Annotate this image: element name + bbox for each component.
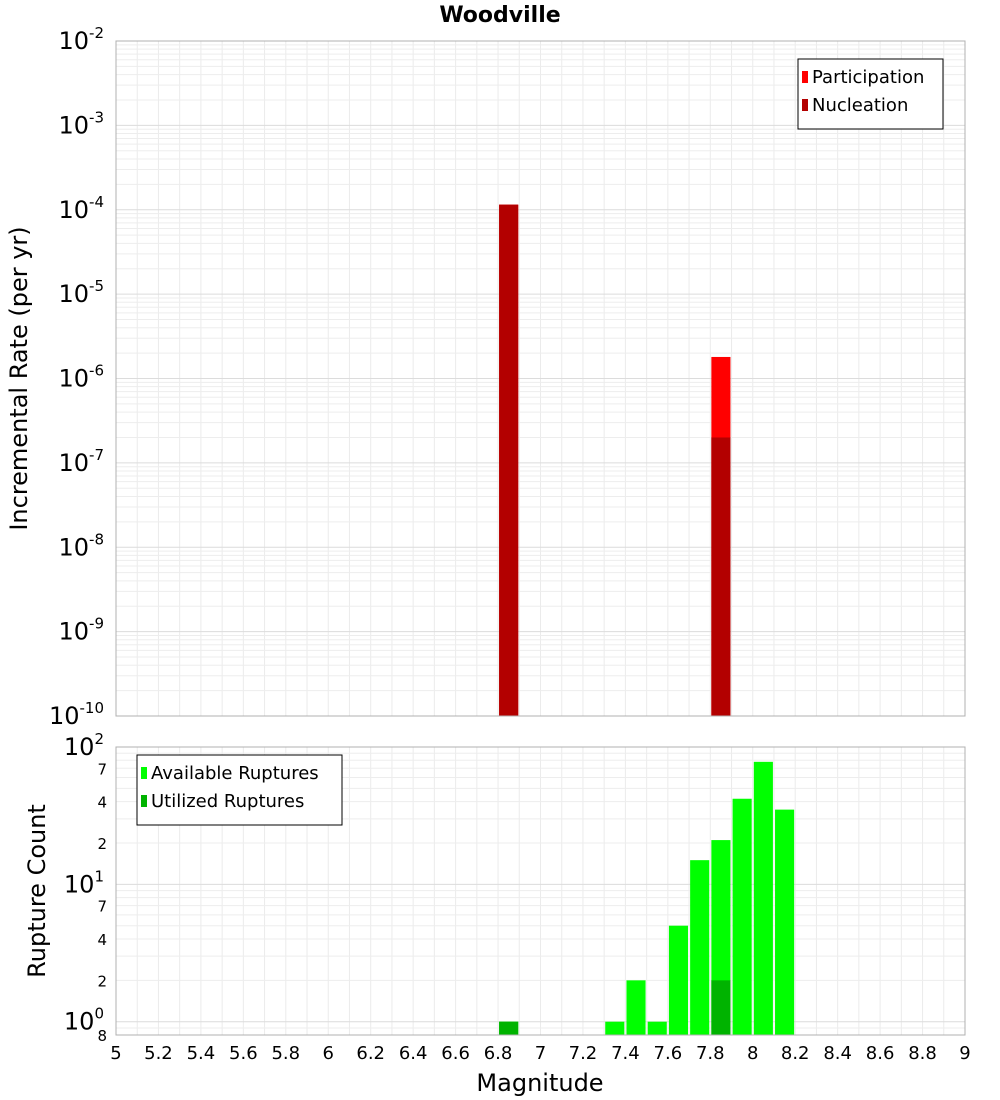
bar <box>711 980 731 1035</box>
x-tick-label: 5 <box>110 1043 121 1064</box>
bottom-plot-frame <box>115 746 966 1036</box>
bar <box>732 798 752 1035</box>
legend-swatch <box>141 795 147 807</box>
bar <box>605 1021 625 1035</box>
y-minor-tick-label: 4 <box>97 794 107 812</box>
x-tick-label: 6.4 <box>399 1043 428 1064</box>
bottom-legend: Available Ruptures Utilized Ruptures <box>136 754 343 826</box>
x-tick-label: 8.4 <box>823 1043 852 1064</box>
x-tick-label: 8.8 <box>908 1043 937 1064</box>
top-plot-grid <box>115 40 966 717</box>
x-tick-label: 6.2 <box>356 1043 385 1064</box>
x-tick-label: 7.8 <box>696 1043 725 1064</box>
y-minor-tick-label: 7 <box>97 760 107 778</box>
y-tick-label: 101 <box>64 867 104 898</box>
x-tick-label: 5.2 <box>144 1043 173 1064</box>
bar <box>668 925 689 1035</box>
bar <box>499 204 519 717</box>
legend-box <box>797 58 944 130</box>
y-tick-label: 10-6 <box>58 362 104 393</box>
y-tick-label: 10-3 <box>58 108 104 139</box>
y-tick-label: 10-8 <box>58 530 104 561</box>
x-tick-label: 8 <box>747 1043 758 1064</box>
bar <box>647 1021 667 1035</box>
y-tick-label: 100 <box>64 1005 104 1036</box>
y-minor-tick-label: 2 <box>97 972 107 990</box>
bottom-y-tick-labels: 8 2 4 7 2 4 7 100 101 102 <box>64 730 107 1045</box>
x-tick-label: 5.6 <box>229 1043 258 1064</box>
bottom-plot-bars <box>499 761 795 1035</box>
legend-swatch <box>802 71 808 83</box>
top-y-axis-label: Incremental Rate (per yr) <box>5 226 33 530</box>
x-tick-label: 6 <box>323 1043 334 1064</box>
y-minor-tick-label: 7 <box>97 898 107 916</box>
legend-swatch <box>141 767 147 779</box>
top-y-tick-labels: 10-10 10-9 10-8 10-7 10-6 10-5 10-4 10-3 10-2 <box>49 24 104 730</box>
chart-title: Woodville <box>439 3 560 28</box>
legend-box <box>136 754 343 826</box>
x-axis-label: Magnitude <box>476 1069 603 1097</box>
x-tick-label: 7.4 <box>611 1043 640 1064</box>
top-legend: Participation Nucleation <box>797 58 944 130</box>
y-minor-tick-label: 8 <box>97 1027 107 1045</box>
x-tick-label: 6.6 <box>441 1043 470 1064</box>
y-tick-label: 10-2 <box>58 24 104 55</box>
top-plot-frame <box>115 40 966 717</box>
x-tick-label: 7 <box>535 1043 546 1064</box>
x-tick-label: 8.6 <box>866 1043 895 1064</box>
x-tick-label: 9 <box>959 1043 970 1064</box>
y-tick-label: 10-9 <box>58 615 104 646</box>
legend-entry: Participation <box>812 67 924 88</box>
bar <box>775 809 795 1035</box>
legend-swatch <box>802 99 808 111</box>
y-minor-tick-label: 2 <box>97 835 107 853</box>
x-tick-label: 7.6 <box>654 1043 683 1064</box>
y-tick-label: 10-10 <box>49 699 104 730</box>
y-tick-label: 102 <box>64 730 104 761</box>
bar <box>690 860 710 1035</box>
legend-entry: Nucleation <box>812 95 908 116</box>
y-tick-label: 10-7 <box>58 446 104 477</box>
y-tick-label: 10-5 <box>58 277 104 308</box>
legend-entry: Utilized Ruptures <box>151 791 304 812</box>
top-plot-bars <box>499 204 731 717</box>
bar <box>753 761 773 1035</box>
bottom-y-axis-label: Rupture Count <box>23 804 51 978</box>
legend-entry: Available Ruptures <box>151 763 319 784</box>
x-tick-label: 6.8 <box>484 1043 513 1064</box>
bar <box>711 437 731 716</box>
x-tick-label: 7.2 <box>569 1043 598 1064</box>
bar <box>499 1021 519 1035</box>
y-minor-tick-label: 4 <box>97 931 107 949</box>
y-tick-label: 10-4 <box>58 193 104 224</box>
x-tick-label: 5.4 <box>187 1043 216 1064</box>
x-tick-label: 8.2 <box>781 1043 810 1064</box>
x-tick-labels: 5 5.2 5.4 5.6 5.8 6 6.2 6.4 6.6 6.8 7 7.2 7.4 7.6 7.8 8… <box>110 1043 970 1064</box>
bar <box>626 980 646 1035</box>
x-tick-label: 5.8 <box>271 1043 300 1064</box>
